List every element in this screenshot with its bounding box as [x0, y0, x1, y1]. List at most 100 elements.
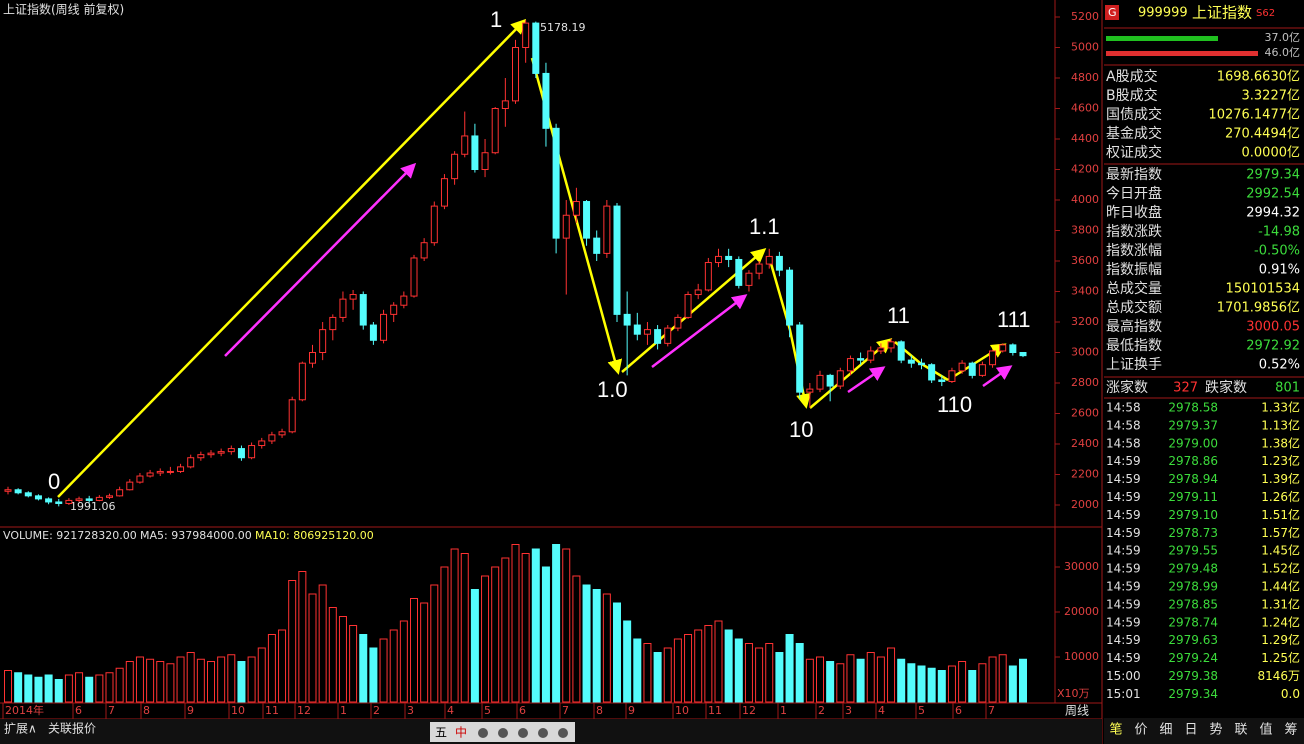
candle-body	[309, 352, 316, 364]
tick-time: 14:58	[1106, 401, 1141, 415]
volume-title: VOLUME: 921728320.00	[3, 529, 137, 542]
volume-bar	[856, 658, 865, 703]
volume-bar	[176, 656, 185, 703]
badge-text: G	[1108, 6, 1117, 19]
tick-price: 2979.38	[1168, 669, 1218, 683]
y-tick-label: 10000	[1064, 650, 1099, 663]
x-tick-label: 7	[108, 704, 115, 717]
tick-time: 14:59	[1106, 508, 1141, 522]
tool-button[interactable]: 五	[435, 726, 447, 740]
volume-bar	[338, 616, 347, 703]
row-value: -0.50%	[1254, 244, 1300, 259]
volume-bar	[826, 661, 835, 703]
wave-label: 111	[997, 307, 1030, 332]
x-tick-label: 1	[780, 704, 787, 717]
candle-body	[166, 470, 174, 473]
tick-price: 2978.86	[1168, 454, 1218, 468]
volume-bar	[440, 566, 449, 703]
tool-icon[interactable]	[538, 728, 548, 738]
tool-icon[interactable]	[498, 728, 508, 738]
volume-bar	[318, 584, 327, 703]
candle-body	[836, 370, 844, 387]
tab[interactable]: 势	[1209, 722, 1222, 738]
tick-price: 2978.94	[1168, 472, 1218, 486]
tool-icon[interactable]	[478, 728, 488, 738]
tab[interactable]: 价	[1134, 723, 1147, 738]
y-tick-label: 30000	[1064, 560, 1099, 573]
candle-body	[846, 358, 854, 372]
candle-body	[643, 329, 651, 335]
volume-bar	[115, 667, 124, 703]
volume-bar	[663, 647, 672, 703]
tick-price: 2979.55	[1168, 544, 1218, 558]
candle-body	[217, 451, 225, 454]
row-label: 今日开盘	[1106, 185, 1162, 202]
x-tick-label: 1	[340, 704, 347, 717]
volume-bar	[765, 643, 774, 703]
y-tick-label: 4400	[1071, 132, 1099, 145]
tab[interactable]: 笔	[1109, 722, 1122, 738]
tool-icon[interactable]	[558, 728, 568, 738]
candle-body	[704, 262, 712, 291]
tool-button[interactable]: 中	[455, 725, 467, 740]
chart-title: 上证指数(周线 前复权)	[3, 2, 124, 17]
candle-body	[583, 201, 591, 239]
candle-body	[735, 258, 743, 286]
candle-body	[887, 341, 895, 349]
tab[interactable]: 联	[1234, 723, 1247, 738]
tab[interactable]: 值	[1259, 722, 1272, 738]
tab[interactable]: 日	[1184, 723, 1197, 738]
volume-bar	[75, 672, 84, 703]
candle-body	[24, 492, 32, 497]
footer-button[interactable]: 扩展∧	[4, 722, 37, 736]
candle-body	[116, 489, 124, 497]
candle-body	[45, 498, 53, 503]
x-tick-label: 3	[845, 704, 852, 717]
volume-bar	[978, 663, 987, 703]
tick-volume: 1.26亿	[1261, 489, 1300, 504]
volume-bar	[958, 661, 967, 703]
candle-body	[654, 329, 662, 344]
row-value: 2994.32	[1246, 206, 1300, 221]
x-tick-label: 8	[143, 704, 150, 717]
wave-label: 10	[789, 417, 813, 442]
y-tick-label: 5200	[1071, 10, 1099, 23]
candle-body	[197, 454, 205, 459]
row-value: 801	[1275, 381, 1300, 396]
volume-bar	[714, 620, 723, 703]
candle-body	[633, 324, 641, 335]
tick-volume: 8146万	[1257, 669, 1300, 683]
y-tick-label: 4200	[1071, 163, 1099, 176]
candle-body	[461, 135, 469, 155]
volume-bar	[836, 663, 845, 703]
candle-body	[75, 498, 83, 501]
volume-bar	[349, 625, 358, 703]
volume-bar	[481, 575, 490, 703]
ma10-label: MA10: 806925120.00	[255, 529, 374, 542]
volume-bar	[156, 661, 165, 703]
volume-bar	[562, 548, 571, 703]
candle-body	[826, 374, 834, 387]
stock-code: 999999	[1138, 6, 1188, 21]
row-value: 270.4494亿	[1225, 127, 1300, 142]
volume-bar	[399, 620, 408, 703]
y-tick-label: 3600	[1071, 254, 1099, 267]
volume-bar	[887, 647, 896, 703]
tool-icon[interactable]	[518, 728, 528, 738]
candle-body	[85, 498, 93, 501]
candle-body	[928, 364, 936, 381]
volume-bar	[237, 661, 246, 703]
tick-volume: 1.38亿	[1261, 435, 1300, 450]
footer-button[interactable]: 关联报价	[48, 721, 96, 736]
tick-time: 14:58	[1106, 418, 1141, 432]
candle-body	[796, 324, 804, 393]
candle-body	[522, 22, 530, 48]
row-label: 基金成交	[1106, 125, 1162, 142]
tab[interactable]: 细	[1159, 723, 1172, 738]
candle-body	[542, 72, 550, 129]
candle-body	[989, 350, 997, 366]
y-tick-label: 3400	[1071, 285, 1099, 298]
tick-time: 14:59	[1106, 526, 1141, 540]
tick-volume: 1.33亿	[1261, 400, 1300, 415]
tab[interactable]: 筹	[1284, 722, 1297, 738]
